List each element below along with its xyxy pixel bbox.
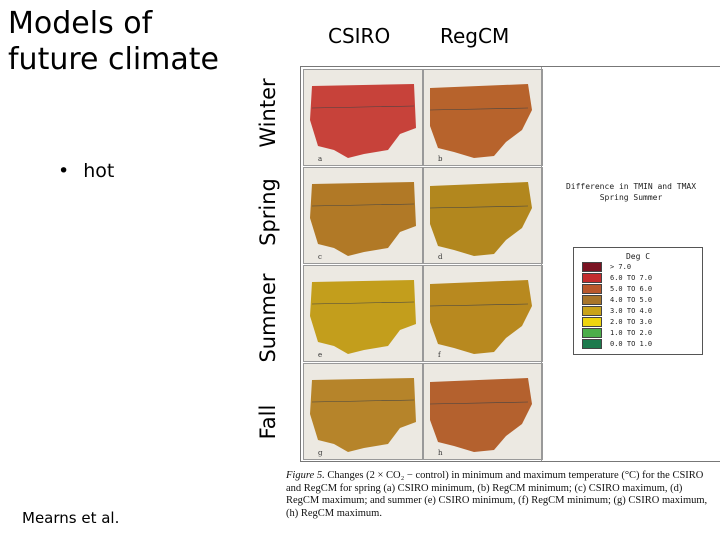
legend-swatch [582,273,602,283]
map-fill-h [430,378,532,452]
slide-title: Models of future climate [8,6,219,78]
legend-item: 4.0 TO 5.0 [582,295,702,305]
legend-swatch [582,284,602,294]
region-map-d [429,182,532,256]
climate-figure: a b c d e f g h Difference in TMIN and T… [300,66,720,462]
panel-letter-h: h [438,449,443,457]
region-map-e [310,280,416,354]
legend-label: 0.0 TO 1.0 [610,340,653,348]
figure-divider [541,67,542,461]
legend-title: Difference in TMIN and TMAX Spring Summe… [551,181,711,203]
panel-letter-e: e [318,351,323,359]
legend-swatch [582,317,602,327]
bullet-text: hot [83,160,115,182]
legend-label: > 7.0 [610,263,632,271]
color-legend: Deg C > 7.0 6.0 TO 7.0 5.0 TO 6.0 4.0 TO 5.… [573,247,703,355]
legend-item: 1.0 TO 2.0 [582,328,702,338]
map-fill-a [310,84,416,158]
legend-swatch [582,306,602,316]
map-fill-d [430,182,532,256]
column-header-regcm: RegCM [440,24,510,48]
legend-label: 5.0 TO 6.0 [610,285,653,293]
region-map-g [310,378,416,452]
map-panel-f: f [423,265,543,362]
panel-letter-b: b [438,155,443,163]
region-map-a [310,84,416,158]
title-line-2: future climate [8,42,220,77]
legend-item: > 7.0 [582,262,702,272]
map-panel-h: h [423,363,543,460]
legend-title-line-2: Spring Summer [599,193,663,202]
caption-text: Changes (2 × CO₂ − control) in minimum a… [286,470,708,519]
legend-item: 3.0 TO 4.0 [582,306,702,316]
legend-label: 3.0 TO 4.0 [610,307,653,315]
caption-figure-label: Figure 5. [286,470,325,481]
legend-swatch [582,328,602,338]
legend-title-line-1: Difference in TMIN and TMAX [565,182,697,191]
map-fill-f [430,280,532,354]
legend-swatch [582,339,602,349]
legend-label: 4.0 TO 5.0 [610,296,653,304]
legend-label: 1.0 TO 2.0 [610,329,653,337]
bullet-dot-icon: • [58,160,70,182]
map-fill-g [310,378,416,452]
title-line-1: Models of [8,6,153,41]
legend-item: 6.0 TO 7.0 [582,273,702,283]
map-panel-d: d [423,167,543,264]
panel-letter-a: a [318,155,323,163]
region-map-f [429,280,532,354]
map-panel-g: g [303,363,423,460]
panel-letter-d: d [438,253,443,261]
legend-label: 2.0 TO 3.0 [610,318,653,326]
map-panel-b: b [423,69,543,166]
legend-swatch [582,262,602,272]
map-fill-e [310,280,416,354]
map-fill-b [430,84,532,158]
panel-letter-f: f [438,351,441,359]
legend-item: 5.0 TO 6.0 [582,284,702,294]
legend-header: Deg C [625,252,651,261]
panel-letter-c: c [318,253,322,261]
legend-item: 0.0 TO 1.0 [582,339,702,349]
figure-caption: Figure 5. Changes (2 × CO₂ − control) in… [286,470,716,520]
map-panel-a: a [303,69,423,166]
panel-letter-g: g [318,449,323,457]
source-credit: Mearns et al. [22,509,120,527]
region-map-b [429,84,532,158]
legend-label: 6.0 TO 7.0 [610,274,653,282]
legend-swatch [582,295,602,305]
bullet-item: • hot [58,160,114,182]
region-map-c [310,182,416,256]
map-panel-e: e [303,265,423,362]
column-header-csiro: CSIRO [328,24,391,48]
map-fill-c [310,182,416,256]
map-panel-c: c [303,167,423,264]
region-map-h [429,378,532,452]
legend-item: 2.0 TO 3.0 [582,317,702,327]
